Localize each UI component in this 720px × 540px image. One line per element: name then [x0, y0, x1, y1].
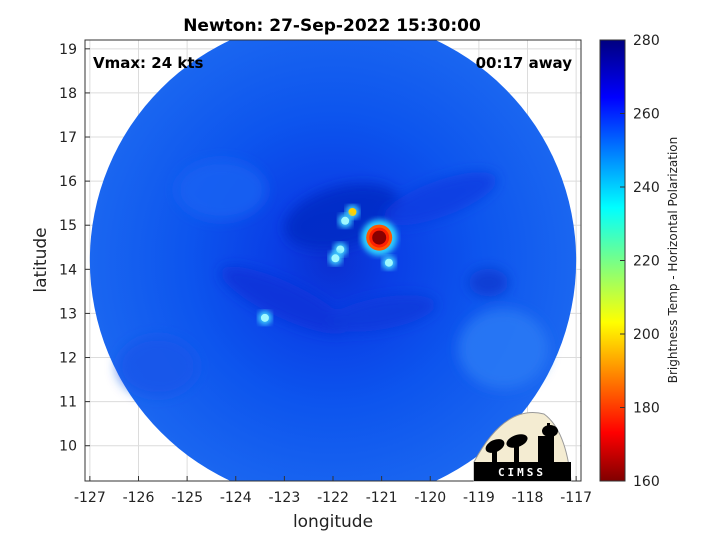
- convective-core: [338, 213, 353, 228]
- colorbar-label: Brightness Temp - Horizontal Polarizatio…: [666, 137, 680, 384]
- y-axis-label: latitude: [31, 227, 51, 292]
- colorbar-tick-label: 260: [633, 107, 660, 123]
- y-tick-label: 13: [59, 306, 77, 322]
- y-axis: 10 11 12 13 14 15 16 17 18 19: [59, 42, 90, 455]
- cimss-logo: CIMSS: [473, 412, 572, 482]
- rainband: [176, 159, 267, 220]
- x-tick-label: -117: [560, 490, 592, 506]
- x-tick-label: -119: [463, 490, 495, 506]
- convective-core: [257, 310, 272, 325]
- rainband-texture: [117, 159, 549, 397]
- x-tick-label: -121: [366, 490, 398, 506]
- convective-core: [381, 255, 396, 270]
- colorbar-tick-label: 160: [633, 474, 660, 490]
- x-tick-label: -125: [171, 490, 203, 506]
- x-tick-label: -124: [220, 490, 252, 506]
- colorbar-tick-label: 280: [633, 33, 660, 49]
- rainband: [220, 266, 349, 334]
- plot-area: -127 -126 -125 -124 -123 -122 -121 -120 -119 -118…: [31, 39, 592, 532]
- colorbar-ticks: 160 180 200 220 240 260 280: [620, 33, 660, 490]
- colorbar: 160 180 200 220 240 260 280 Brightness Temp - …: [599, 33, 680, 490]
- x-axis: -127 -126 -125 -124 -123 -122 -121 -120 -119 -118…: [74, 476, 592, 506]
- y-tick-label: 15: [59, 218, 77, 234]
- rainband: [383, 172, 497, 226]
- swath-image: [89, 40, 577, 481]
- y-tick-label: 18: [59, 86, 77, 102]
- colorbar-tick-label: 240: [633, 180, 660, 196]
- colorbar-tick-label: 180: [633, 401, 660, 417]
- colorbar-tick-label: 200: [633, 327, 660, 343]
- x-tick-label: -118: [512, 490, 544, 506]
- x-axis-label: longitude: [293, 512, 373, 532]
- convective-core: [328, 251, 343, 266]
- vmax-label: Vmax: 24 kts: [93, 54, 203, 72]
- time-away-label: 00:17 away: [476, 54, 573, 72]
- rainband: [327, 294, 436, 332]
- rainband: [468, 268, 509, 297]
- x-tick-label: -120: [414, 490, 446, 506]
- y-tick-label: 14: [59, 262, 77, 278]
- y-tick-label: 17: [59, 130, 77, 146]
- y-tick-label: 12: [59, 351, 77, 367]
- rainband: [117, 336, 198, 397]
- y-tick-label: 10: [59, 439, 77, 455]
- convective-cores: [257, 204, 398, 325]
- y-tick-label: 11: [59, 395, 77, 411]
- colorbar-tick-label: 220: [633, 254, 660, 270]
- y-tick-label: 16: [59, 174, 77, 190]
- x-tick-label: -126: [123, 490, 155, 506]
- x-tick-label: -122: [317, 490, 349, 506]
- plot-title: Newton: 27-Sep-2022 15:30:00: [183, 16, 481, 36]
- x-tick-label: -127: [74, 490, 106, 506]
- y-tick-label: 19: [59, 42, 77, 58]
- rainband: [458, 308, 549, 389]
- logo-text: CIMSS: [498, 466, 546, 479]
- convective-core: [361, 219, 398, 256]
- x-tick-label: -123: [268, 490, 300, 506]
